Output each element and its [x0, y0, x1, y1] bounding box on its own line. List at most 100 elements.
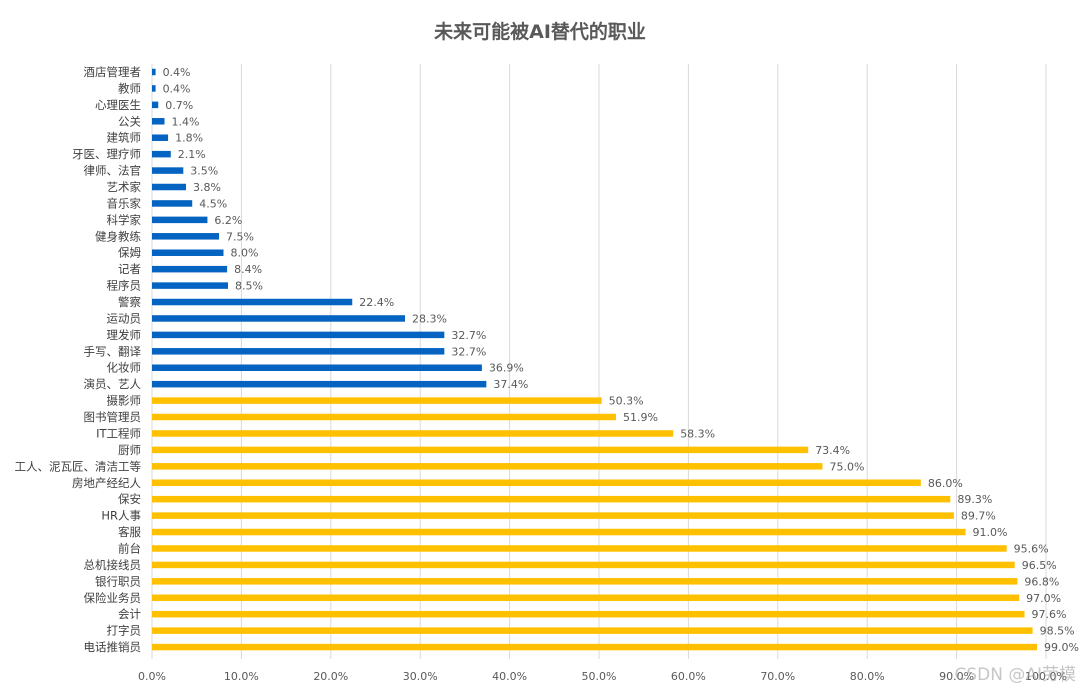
data-label: 37.4%: [493, 378, 528, 391]
data-label: 91.0%: [973, 526, 1008, 539]
category-label: 房地产经纪人: [72, 476, 141, 490]
bar: [152, 512, 954, 519]
category-label: HR人事: [101, 509, 141, 523]
bar: [152, 364, 482, 371]
bar: [152, 397, 602, 404]
bar: [152, 380, 487, 388]
bar: [152, 200, 193, 207]
bar: [152, 233, 220, 240]
data-label: 32.7%: [451, 329, 486, 342]
category-label: 化妆师: [107, 361, 142, 375]
x-tick-label: 50.0%: [582, 670, 617, 683]
data-label: 1.8%: [175, 132, 203, 145]
category-label: 手写、翻译: [84, 344, 142, 358]
data-label: 0.4%: [163, 82, 191, 95]
data-label: 3.8%: [193, 181, 221, 194]
category-label: 警察: [118, 295, 141, 309]
category-label: 建筑师: [107, 131, 142, 145]
x-tick-label: 40.0%: [492, 670, 527, 683]
bar: [152, 463, 823, 470]
x-tick-label: 10.0%: [224, 670, 259, 683]
data-label: 89.3%: [957, 493, 992, 506]
bar: [152, 578, 1018, 585]
data-label: 0.7%: [165, 99, 193, 112]
bar: [152, 249, 224, 256]
data-label: 89.7%: [961, 510, 996, 523]
category-label: 健身教练: [95, 229, 141, 243]
bar: [152, 594, 1020, 602]
category-label: 公关: [118, 114, 141, 128]
category-label: 保姆: [118, 246, 141, 260]
chart-title: 未来可能被AI替代的职业: [433, 20, 646, 43]
category-label: 理发师: [107, 328, 142, 342]
bar: [152, 528, 966, 536]
data-label: 2.1%: [178, 148, 206, 161]
grid: [151, 64, 1047, 659]
x-tick-label: 0.0%: [138, 670, 166, 683]
category-label: 演员、艺人: [84, 377, 142, 391]
bar: [152, 561, 1015, 569]
category-label: 音乐家: [107, 196, 142, 210]
category-label: 程序员: [107, 279, 142, 293]
x-tick-label: 30.0%: [403, 670, 438, 683]
category-label: 保安: [118, 492, 141, 506]
bar: [152, 150, 171, 158]
category-label: 银行职员: [95, 574, 141, 588]
data-label: 1.4%: [172, 115, 200, 128]
data-label: 36.9%: [489, 362, 524, 375]
x-tick-label: 100.0%: [1025, 670, 1067, 683]
data-label: 8.5%: [235, 280, 263, 293]
data-label: 97.6%: [1032, 608, 1067, 621]
bar: [152, 545, 1007, 552]
category-label: 图书管理员: [84, 410, 142, 424]
bar: [152, 134, 169, 141]
x-tick-label: 80.0%: [850, 670, 885, 683]
bar: [152, 298, 353, 306]
bar: [152, 85, 156, 92]
bar: [152, 413, 616, 421]
bar: [152, 430, 674, 437]
bar: [152, 282, 228, 289]
data-label: 50.3%: [609, 395, 644, 408]
data-label: 32.7%: [451, 345, 486, 358]
data-label: 96.5%: [1022, 559, 1057, 572]
category-label: 牙医、理疗师: [72, 147, 141, 161]
bar: [152, 610, 1025, 618]
x-axis-ticks: 0.0% 10.0% 20.0% 30.0% 40.0% 50.0% 60.0% 70.0% 8…: [138, 670, 1067, 683]
bar: [152, 331, 445, 339]
bar: [152, 68, 156, 76]
category-label: 摄影师: [107, 394, 142, 408]
category-label: 记者: [118, 262, 141, 276]
category-labels: 酒店管理者教师心理医生公关建筑师牙医、理疗师律师、法官艺术家音乐家科学家健身教练…: [15, 65, 142, 654]
value-labels: 0.4% 0.4% 0.7% 1.4% 1.8% 2.1% 3.5% 3.8% 4.5% 6.2%…: [163, 66, 1079, 654]
bar: [152, 101, 159, 109]
category-label: 律师、法官: [84, 164, 142, 178]
category-label: 心理医生: [95, 98, 141, 112]
data-label: 28.3%: [412, 312, 447, 325]
category-label: 教师: [118, 81, 141, 95]
category-label: 运动员: [107, 311, 142, 325]
bar: [152, 216, 208, 224]
bar: [152, 315, 406, 322]
data-label: 99.0%: [1044, 641, 1079, 654]
data-label: 8.4%: [234, 263, 262, 276]
data-label: 22.4%: [359, 296, 394, 309]
watermark: CSDN @AI劳模: [954, 665, 1076, 685]
bar: [152, 118, 165, 125]
data-label: 7.5%: [226, 230, 254, 243]
bar: [152, 446, 809, 454]
data-label: 3.5%: [190, 165, 218, 178]
x-tick-label: 60.0%: [671, 670, 706, 683]
category-label: 工人、泥瓦匠、清洁工等: [15, 459, 142, 473]
x-tick-label: 70.0%: [760, 670, 795, 683]
data-label: 4.5%: [199, 197, 227, 210]
data-label: 6.2%: [214, 214, 242, 227]
bar: [152, 265, 228, 273]
category-label: 保险业务员: [84, 591, 142, 605]
category-label: 艺术家: [107, 180, 142, 194]
category-label: 会计: [118, 607, 141, 621]
data-label: 86.0%: [928, 477, 963, 490]
category-label: 厨师: [118, 443, 141, 457]
data-label: 95.6%: [1014, 542, 1049, 555]
